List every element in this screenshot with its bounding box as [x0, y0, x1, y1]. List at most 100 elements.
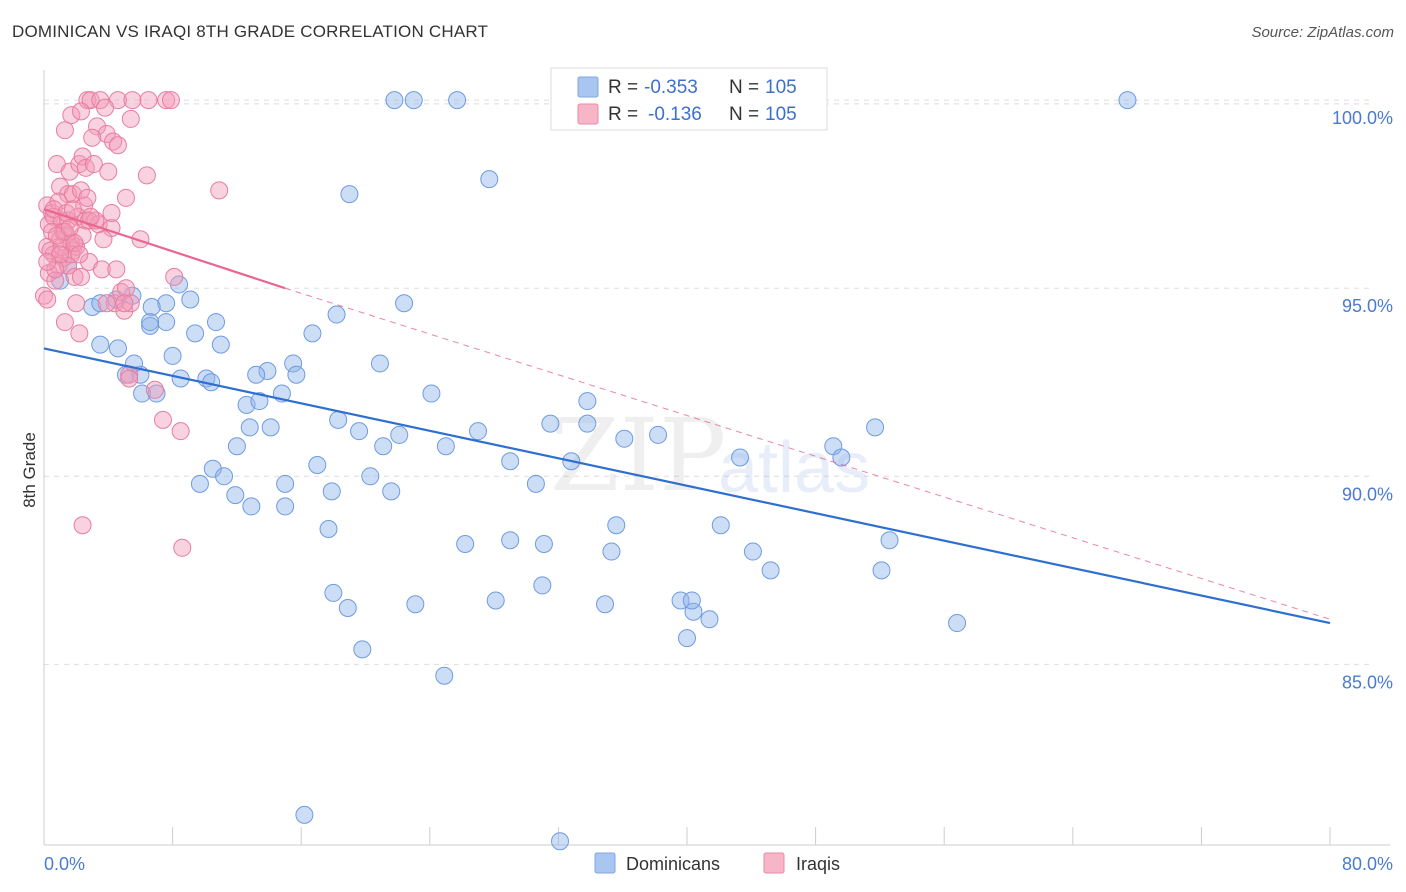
y-tick-label-1: 90.0%: [1342, 484, 1393, 504]
y-tick-label-3: 100.0%: [1332, 108, 1393, 128]
legend-r-value-pink: -0.136: [648, 104, 702, 125]
dominicans-point-17: [327, 305, 346, 324]
dominicans-point-49: [649, 425, 668, 444]
dominicans-point-54: [374, 437, 393, 456]
dominicans-point-79: [872, 561, 891, 580]
dominicans-point-60: [501, 452, 520, 471]
dominicans-point-21: [186, 324, 205, 343]
dominicans-point-83: [338, 598, 357, 617]
dominicans-point-75: [711, 516, 730, 535]
dominicans-point-42: [578, 392, 597, 411]
iraqis-point-6: [157, 91, 176, 110]
dominicans-point-56: [203, 459, 222, 478]
iraqis-point-95: [120, 369, 139, 388]
grid-lines: [44, 99, 1370, 665]
iraqis-point-101: [78, 188, 97, 207]
iraqis-point-52: [92, 260, 111, 279]
dominicans-point-29: [370, 354, 389, 373]
iraqis-point-104: [99, 162, 118, 181]
dominicans-point-8: [51, 271, 70, 290]
dominicans-point-36: [287, 365, 306, 384]
dominicans-point-81: [533, 576, 552, 595]
dominicans-point-66: [242, 497, 261, 516]
dominicans-point-78: [761, 561, 780, 580]
dominicans-point-100: [731, 448, 750, 467]
legend-swatch-blue: [577, 76, 599, 98]
iraqis-point-92: [115, 294, 134, 313]
dominicans-point-80: [880, 531, 899, 550]
dominicans-point-94: [435, 666, 454, 685]
dominicans-point-85: [486, 591, 505, 610]
iraqis-point-22: [137, 166, 156, 185]
iraqis-points: [35, 91, 229, 557]
iraqis-point-98: [73, 516, 92, 535]
dominicans-point-74: [607, 516, 626, 535]
dominicans-point-14: [157, 294, 176, 313]
dominicans-point-18: [395, 294, 414, 313]
dominicans-point-35: [258, 361, 277, 380]
iraqis-point-90: [65, 234, 84, 253]
dominicans-point-76: [602, 542, 621, 561]
iraqis-point-103: [55, 121, 74, 140]
iraqis-point-5: [139, 91, 158, 110]
dominicans-point-64: [526, 474, 545, 493]
dominicans-point-73: [534, 535, 553, 554]
iraqis-point-99: [173, 538, 192, 557]
iraqis-point-61: [67, 294, 86, 313]
dominicans-point-62: [190, 474, 209, 493]
dominicans-point-20: [157, 313, 176, 332]
source-credit: Source: ZipAtlas.com: [1251, 24, 1394, 41]
iraqis-point-66: [116, 279, 135, 298]
dominicans-point-45: [350, 422, 369, 441]
dominicans-point-59: [361, 467, 380, 486]
dominicans-point-24: [303, 324, 322, 343]
legend-n-label-pink: N =: [729, 104, 759, 125]
dominicans-point-89: [682, 591, 701, 610]
dominicans-point-1: [404, 91, 423, 110]
dominicans-trend-line: [43, 347, 1331, 625]
dominicans-point-65: [226, 486, 245, 505]
dominicans-point-58: [308, 456, 327, 475]
dominicans-points: [51, 91, 1137, 851]
dominicans-point-104: [551, 832, 570, 851]
iraqis-point-85: [60, 219, 79, 238]
dominicans-point-51: [832, 448, 851, 467]
legend-n-value-pink: 105: [765, 104, 797, 125]
series-legend: Dominicans Iraqis: [594, 852, 840, 874]
iraqis-point-19: [73, 147, 92, 166]
dominicans-point-55: [436, 437, 455, 456]
dominicans-point-22: [207, 313, 226, 332]
iraqis-point-69: [70, 324, 89, 343]
bottom-legend-swatch-iraqis: [763, 852, 785, 874]
bottom-legend-swatch-dominicans: [594, 852, 616, 874]
dominicans-point-86: [596, 595, 615, 614]
iraqis-point-10: [96, 98, 115, 117]
dominicans-point-41: [422, 384, 441, 403]
iraqis-point-67: [97, 294, 116, 313]
iraqis-point-94: [145, 380, 164, 399]
iraqis-point-23: [210, 181, 229, 200]
dominicans-point-27: [163, 346, 182, 365]
iraqis-point-96: [153, 410, 172, 429]
dominicans-point-98: [329, 410, 348, 429]
iraqis-point-4: [123, 91, 142, 110]
iraqis-point-7: [161, 91, 180, 110]
iraqis-point-82: [63, 200, 82, 219]
iraqis-point-89: [38, 252, 57, 271]
correlation-legend: R = -0.353 N = 105 R = -0.136 N = 105: [550, 67, 828, 131]
y-tick-labels: 85.0% 90.0% 95.0% 100.0%: [1332, 108, 1393, 692]
y-axis-label: 8th Grade: [20, 432, 39, 508]
chart-title: DOMINICAN VS IRAQI 8TH GRADE CORRELATION…: [12, 22, 489, 41]
dominicans-point-92: [948, 614, 967, 633]
dominicans-point-47: [541, 414, 560, 433]
dominicans-point-96: [247, 365, 266, 384]
iraqis-point-60: [38, 290, 57, 309]
iraqis-point-8: [62, 106, 81, 125]
iraqis-point-13: [97, 124, 116, 143]
iraqis-point-58: [165, 267, 184, 286]
iraqis-point-91: [70, 245, 89, 264]
iraqis-point-57: [71, 267, 90, 286]
dominicans-point-25: [91, 335, 110, 354]
legend-swatch-pink: [577, 103, 599, 125]
